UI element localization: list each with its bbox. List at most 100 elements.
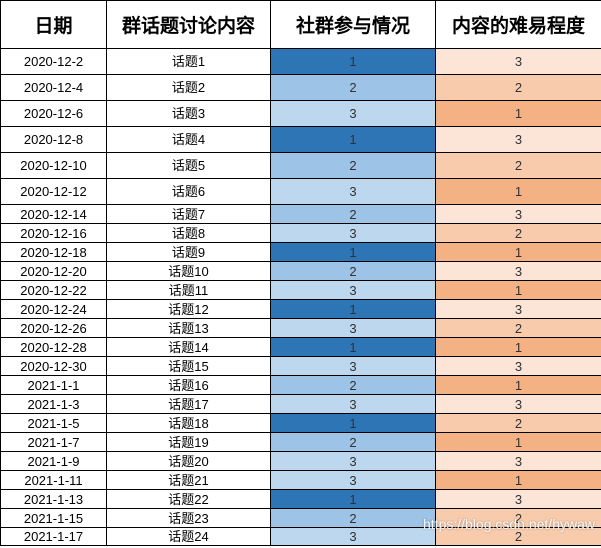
cell-topic[interactable]: 话题7 xyxy=(106,204,271,224)
cell-difficulty[interactable]: 1 xyxy=(435,100,601,127)
cell-activity[interactable]: 2 xyxy=(270,508,436,528)
cell-topic[interactable]: 话题19 xyxy=(106,432,271,452)
cell-difficulty[interactable]: 2 xyxy=(435,152,601,179)
cell-activity[interactable]: 3 xyxy=(270,394,436,414)
cell-topic[interactable]: 话题4 xyxy=(106,126,271,153)
cell-topic[interactable]: 话题5 xyxy=(106,152,271,179)
cell-activity[interactable]: 1 xyxy=(270,299,436,319)
cell-difficulty[interactable]: 1 xyxy=(435,337,601,357)
cell-topic[interactable]: 话题24 xyxy=(106,527,271,546)
cell-date[interactable]: 2021-1-7 xyxy=(0,432,107,452)
cell-activity[interactable]: 2 xyxy=(270,204,436,224)
cell-topic[interactable]: 话题8 xyxy=(106,223,271,243)
cell-date[interactable]: 2020-12-2 xyxy=(0,48,107,75)
cell-activity[interactable]: 3 xyxy=(270,356,436,376)
cell-date[interactable]: 2020-12-6 xyxy=(0,100,107,127)
cell-topic[interactable]: 话题12 xyxy=(106,299,271,319)
cell-difficulty[interactable]: 3 xyxy=(435,356,601,376)
cell-topic[interactable]: 话题11 xyxy=(106,280,271,300)
cell-difficulty[interactable]: 1 xyxy=(435,178,601,205)
cell-topic[interactable]: 话题15 xyxy=(106,356,271,376)
cell-topic[interactable]: 话题2 xyxy=(106,74,271,101)
cell-date[interactable]: 2021-1-11 xyxy=(0,470,107,490)
cell-date[interactable]: 2020-12-10 xyxy=(0,152,107,179)
cell-date[interactable]: 2020-12-12 xyxy=(0,178,107,205)
cell-topic[interactable]: 话题10 xyxy=(106,261,271,281)
cell-difficulty[interactable]: 1 xyxy=(435,242,601,262)
cell-date[interactable]: 2020-12-28 xyxy=(0,337,107,357)
cell-date[interactable]: 2020-12-26 xyxy=(0,318,107,338)
cell-topic[interactable]: 话题14 xyxy=(106,337,271,357)
cell-difficulty[interactable]: 2 xyxy=(435,413,601,433)
cell-difficulty[interactable]: 1 xyxy=(435,470,601,490)
cell-date[interactable]: 2020-12-8 xyxy=(0,126,107,153)
cell-activity[interactable]: 1 xyxy=(270,48,436,75)
cell-difficulty[interactable]: 1 xyxy=(435,280,601,300)
cell-topic[interactable]: 话题16 xyxy=(106,375,271,395)
cell-activity[interactable]: 2 xyxy=(270,74,436,101)
cell-difficulty[interactable]: 2 xyxy=(435,223,601,243)
cell-difficulty[interactable]: 3 xyxy=(435,204,601,224)
header-activity[interactable]: 社群参与情况 xyxy=(270,0,436,49)
cell-activity[interactable]: 2 xyxy=(270,261,436,281)
cell-topic[interactable]: 话题20 xyxy=(106,451,271,471)
cell-activity[interactable]: 3 xyxy=(270,280,436,300)
cell-activity[interactable]: 1 xyxy=(270,337,436,357)
header-date[interactable]: 日期 xyxy=(0,0,107,49)
cell-date[interactable]: 2021-1-5 xyxy=(0,413,107,433)
cell-difficulty[interactable]: 1 xyxy=(435,375,601,395)
cell-activity[interactable]: 1 xyxy=(270,242,436,262)
cell-topic[interactable]: 话题18 xyxy=(106,413,271,433)
cell-topic[interactable]: 话题22 xyxy=(106,489,271,509)
cell-date[interactable]: 2020-12-4 xyxy=(0,74,107,101)
cell-activity[interactable]: 2 xyxy=(270,432,436,452)
cell-activity[interactable]: 2 xyxy=(270,375,436,395)
cell-date[interactable]: 2021-1-3 xyxy=(0,394,107,414)
cell-activity[interactable]: 3 xyxy=(270,178,436,205)
cell-topic[interactable]: 话题23 xyxy=(106,508,271,528)
cell-topic[interactable]: 话题9 xyxy=(106,242,271,262)
cell-date[interactable]: 2021-1-13 xyxy=(0,489,107,509)
cell-difficulty[interactable]: 3 xyxy=(435,48,601,75)
cell-date[interactable]: 2021-1-17 xyxy=(0,527,107,546)
cell-difficulty[interactable]: 2 xyxy=(435,74,601,101)
header-topic[interactable]: 群话题讨论内容 xyxy=(106,0,271,49)
cell-activity[interactable]: 2 xyxy=(270,152,436,179)
cell-date[interactable]: 2020-12-22 xyxy=(0,280,107,300)
cell-difficulty[interactable]: 2 xyxy=(435,318,601,338)
cell-date[interactable]: 2020-12-24 xyxy=(0,299,107,319)
cell-activity[interactable]: 1 xyxy=(270,126,436,153)
cell-date[interactable]: 2021-1-9 xyxy=(0,451,107,471)
cell-difficulty[interactable]: 3 xyxy=(435,394,601,414)
cell-topic[interactable]: 话题21 xyxy=(106,470,271,490)
cell-topic[interactable]: 话题3 xyxy=(106,100,271,127)
cell-topic[interactable]: 话题1 xyxy=(106,48,271,75)
cell-date[interactable]: 2021-1-1 xyxy=(0,375,107,395)
cell-date[interactable]: 2020-12-20 xyxy=(0,261,107,281)
cell-activity[interactable]: 3 xyxy=(270,470,436,490)
cell-difficulty[interactable]: 3 xyxy=(435,261,601,281)
cell-difficulty[interactable]: 2 xyxy=(435,508,601,528)
cell-topic[interactable]: 话题13 xyxy=(106,318,271,338)
cell-difficulty[interactable]: 3 xyxy=(435,451,601,471)
cell-difficulty[interactable]: 3 xyxy=(435,299,601,319)
cell-date[interactable]: 2020-12-30 xyxy=(0,356,107,376)
cell-topic[interactable]: 话题6 xyxy=(106,178,271,205)
cell-difficulty[interactable]: 3 xyxy=(435,126,601,153)
cell-difficulty[interactable]: 2 xyxy=(435,527,601,546)
cell-date[interactable]: 2021-1-15 xyxy=(0,508,107,528)
cell-activity[interactable]: 3 xyxy=(270,451,436,471)
cell-date[interactable]: 2020-12-16 xyxy=(0,223,107,243)
header-difficulty[interactable]: 内容的难易程度 xyxy=(435,0,601,49)
cell-activity[interactable]: 1 xyxy=(270,489,436,509)
cell-activity[interactable]: 1 xyxy=(270,413,436,433)
cell-difficulty[interactable]: 3 xyxy=(435,489,601,509)
cell-activity[interactable]: 3 xyxy=(270,223,436,243)
cell-date[interactable]: 2020-12-14 xyxy=(0,204,107,224)
cell-topic[interactable]: 话题17 xyxy=(106,394,271,414)
cell-difficulty[interactable]: 1 xyxy=(435,432,601,452)
cell-date[interactable]: 2020-12-18 xyxy=(0,242,107,262)
cell-activity[interactable]: 3 xyxy=(270,100,436,127)
cell-activity[interactable]: 3 xyxy=(270,527,436,546)
cell-activity[interactable]: 3 xyxy=(270,318,436,338)
